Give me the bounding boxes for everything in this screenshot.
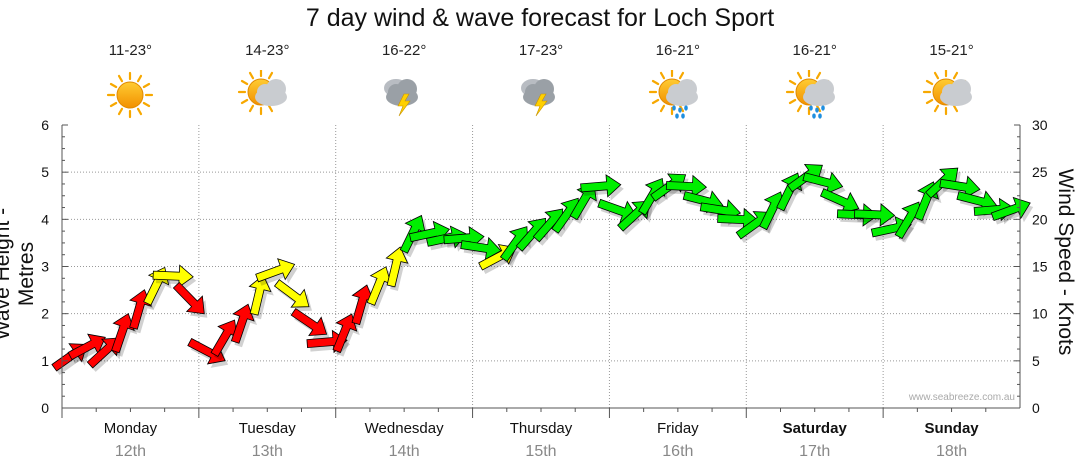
day-name-label: Thursday <box>509 420 573 437</box>
thunderstorm-icon <box>521 79 555 117</box>
wind-arrow <box>351 284 375 326</box>
day-name-label: Tuesday <box>238 420 296 437</box>
wind-arrow <box>802 171 844 195</box>
day-date-label: 14th <box>388 443 420 460</box>
sun-icon <box>107 71 154 119</box>
sun-rain-icon <box>785 70 835 119</box>
y-tick-label-right: 30 <box>1032 117 1048 133</box>
day-date-label: 18th <box>935 443 968 460</box>
day-temperature: 16-21° <box>655 42 701 59</box>
wind-arrow <box>273 279 310 308</box>
y-tick-label-right: 25 <box>1032 164 1048 180</box>
y-tick-label-right: 20 <box>1032 211 1048 227</box>
wind-arrow <box>366 266 392 306</box>
wind-arrow <box>853 203 896 227</box>
wind-arrow <box>385 246 409 288</box>
y-tick-label-left: 0 <box>41 400 49 416</box>
day-temperature: 16-21° <box>792 42 837 59</box>
y-tick-label-left: 2 <box>41 306 49 322</box>
day-name-label: Saturday <box>782 420 847 437</box>
day-date-label: 17th <box>799 443 831 460</box>
wind-arrow <box>67 333 106 361</box>
day-temperature: 14-23° <box>245 42 290 59</box>
wind-arrow <box>152 264 194 289</box>
wind-arrow <box>665 174 708 199</box>
y-tick-label-right: 5 <box>1032 353 1040 369</box>
thunderstorm-icon <box>384 79 419 117</box>
day-name-label: Sunday <box>924 420 979 437</box>
day-temperature: 11-23° <box>108 42 153 59</box>
sun-cloud-icon <box>922 70 972 116</box>
day-temperature: 15-21° <box>929 42 974 59</box>
y-tick-label-right: 0 <box>1032 400 1040 416</box>
y-tick-label-left: 3 <box>41 259 49 275</box>
day-date-label: 16th <box>662 443 694 460</box>
y-tick-label-left: 4 <box>41 211 49 227</box>
y-tick-label-left: 1 <box>41 353 49 369</box>
y-tick-label-left: 5 <box>41 164 49 180</box>
sun-cloud-icon <box>238 70 288 116</box>
wind-arrow <box>290 308 328 337</box>
wind-arrow <box>939 175 981 199</box>
chart-title: 7 day wind & wave forecast for Loch Spor… <box>305 4 775 32</box>
day-name-label: Friday <box>657 420 699 437</box>
day-name-label: Wednesday <box>364 420 444 437</box>
day-date-label: 13th <box>251 443 283 460</box>
wind-arrow <box>569 182 597 221</box>
day-date-label: 12th <box>114 443 146 460</box>
wind-arrow <box>248 274 272 316</box>
y-tick-label-right: 15 <box>1032 259 1048 275</box>
day-temperature: 17-23° <box>518 42 564 59</box>
sun-rain-icon <box>648 70 698 119</box>
watermark: www.seabreeze.com.au <box>908 392 1015 403</box>
day-date-label: 15th <box>525 443 557 460</box>
day-name-label: Monday <box>103 420 158 437</box>
wind-arrow <box>172 281 205 315</box>
day-temperature: 16-22° <box>381 42 427 59</box>
y-tick-label-left: 6 <box>41 117 49 133</box>
y-tick-label-right: 10 <box>1032 306 1048 322</box>
wind-arrow <box>255 258 296 283</box>
wind-arrow <box>580 174 622 198</box>
